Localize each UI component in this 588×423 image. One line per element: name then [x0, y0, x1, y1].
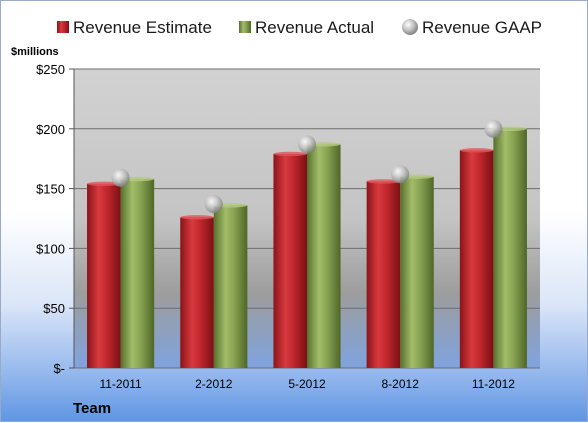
- marker-revenue-gaap: [391, 165, 410, 184]
- x-category-label: 11-2011: [99, 377, 142, 391]
- y-tick-label: $250: [36, 62, 65, 77]
- y-tick-label: $200: [36, 122, 65, 137]
- unit-label: $millions: [11, 46, 59, 58]
- y-tick-label: $150: [36, 182, 65, 197]
- bar-revenue-actual: [120, 179, 155, 368]
- bar-revenue-estimate-cap: [180, 215, 214, 220]
- legend-label-estimate: Revenue Estimate: [73, 18, 212, 37]
- y-tick-label: $-: [53, 361, 65, 376]
- x-category-label: 5-2012: [288, 377, 326, 391]
- bar-revenue-estimate: [459, 150, 494, 368]
- bar-revenue-actual: [400, 176, 434, 368]
- legend-swatch-actual: [239, 21, 251, 33]
- bars: [87, 126, 527, 368]
- legend-item-estimate: Revenue Estimate: [57, 18, 212, 37]
- y-tick-label: $100: [36, 241, 65, 256]
- marker-revenue-gaap: [111, 168, 130, 187]
- bar-revenue-actual: [493, 128, 527, 368]
- bar-revenue-estimate: [180, 217, 214, 368]
- y-axis-ticks: $- $50 $100 $150 $200 $250: [36, 62, 75, 376]
- marker-revenue-gaap: [484, 119, 503, 138]
- legend-item-gaap: Revenue GAAP: [402, 18, 542, 37]
- bar-revenue-estimate-cap: [366, 179, 401, 184]
- bar-revenue-estimate: [273, 153, 307, 368]
- bar-revenue-actual: [307, 144, 341, 368]
- legend-item-actual: Revenue Actual: [239, 18, 374, 37]
- bar-revenue-estimate-cap: [459, 148, 494, 153]
- x-category-label: 8-2012: [382, 377, 420, 391]
- bar-revenue-estimate-cap: [87, 181, 121, 187]
- x-axis-title: Team: [73, 400, 111, 417]
- marker-revenue-gaap: [298, 135, 316, 154]
- bar-revenue-estimate-cap: [273, 151, 307, 157]
- bar-revenue-actual: [213, 205, 248, 368]
- bar-revenue-estimate: [366, 181, 401, 368]
- legend-swatch-estimate: [57, 21, 69, 33]
- legend-marker-gaap: [402, 19, 418, 35]
- x-category-label: 2-2012: [195, 377, 233, 391]
- x-category-label: 11-2012: [472, 377, 515, 391]
- legend-label-actual: Revenue Actual: [255, 18, 374, 37]
- legend-label-gaap: Revenue GAAP: [422, 18, 542, 37]
- bar-revenue-estimate: [87, 183, 121, 368]
- legend: Revenue Estimate Revenue Actual Revenue …: [57, 18, 542, 37]
- gaap-markers: [111, 119, 503, 214]
- y-tick-label: $50: [43, 301, 65, 316]
- x-axis-labels: 11-2011 2-2012 5-2012 8-2012 11-2012: [99, 377, 515, 391]
- marker-revenue-gaap: [204, 195, 223, 214]
